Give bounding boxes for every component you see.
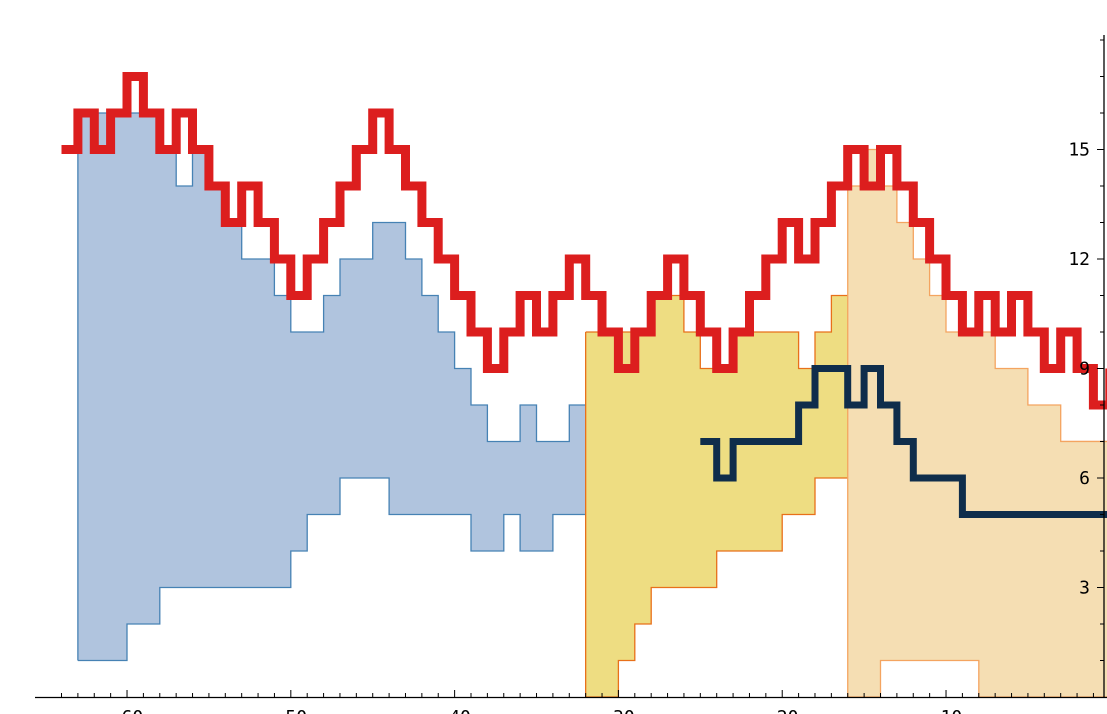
x-tick-label: -60 bbox=[111, 707, 144, 714]
band-3 bbox=[847, 148, 1107, 698]
x-tick-label: -40 bbox=[438, 707, 471, 714]
axes-layer: -60 -50 -40 -30 -20 -10 3 6 9 12 15 bbox=[35, 35, 1107, 714]
upper-red-step-line bbox=[61, 72, 1107, 410]
lower-navy-step-line bbox=[700, 365, 1107, 518]
y-tick-label: 3 bbox=[1079, 578, 1090, 599]
lines-layer bbox=[61, 72, 1107, 518]
y-tick-label: 6 bbox=[1079, 468, 1090, 489]
y-tick-label: 15 bbox=[1068, 140, 1090, 161]
y-tick-label: 9 bbox=[1079, 359, 1090, 380]
x-tick-label: -20 bbox=[766, 707, 799, 714]
y-tick-label: 12 bbox=[1068, 249, 1090, 270]
x-tick-label: -30 bbox=[602, 707, 635, 714]
x-tick-label: -10 bbox=[930, 707, 963, 714]
x-tick-label: -50 bbox=[275, 707, 308, 714]
band-2-area bbox=[585, 295, 1107, 697]
band-3-area bbox=[847, 149, 1107, 697]
bands-layer bbox=[77, 112, 1107, 698]
